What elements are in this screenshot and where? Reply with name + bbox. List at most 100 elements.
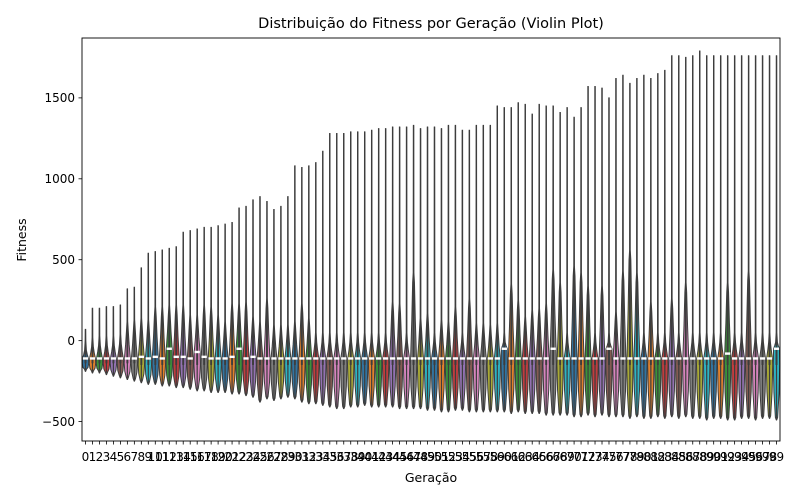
violin-median [285,357,291,360]
violin-median [773,347,780,350]
x-tick-label: 28 [273,450,288,464]
plot-frame [81,37,781,442]
x-tick-label: 88 [692,450,707,464]
violin-iqr-box [440,329,443,365]
x-tick-label: 95 [741,450,756,464]
x-axis-label: Geração [405,470,457,485]
violin-iqr-box [559,292,562,365]
violin-iqr-box [684,292,687,365]
x-tick-label: 72 [580,450,595,464]
x-tick-label: 21 [224,450,239,464]
violin-iqr-box [614,321,617,365]
x-tick-label: 71 [573,450,588,464]
violin-iqr-box [419,327,422,365]
x-tick-label: 99 [769,450,784,464]
violin-median [529,357,535,360]
x-tick-label: 73 [587,450,602,464]
violin-median [159,357,165,360]
x-tick-label: 53 [448,450,463,464]
violin-iqr-box [91,347,94,364]
violin-median [417,357,424,360]
violin-iqr-box [454,316,457,365]
violin-iqr-box [712,342,715,365]
x-tick-label: 45 [392,450,407,464]
x-tick-label: 30 [287,450,302,464]
violin-iqr-box [733,342,736,365]
x-tick-label: 66 [539,450,554,464]
x-tick-label: 62 [511,450,526,464]
x-tick-label: 2 [96,450,104,464]
x-tick-label: 50 [427,450,442,464]
violin-median [96,357,103,360]
violin-iqr-box [503,342,506,365]
violin-iqr-box [175,314,178,365]
violin-iqr-box [279,334,282,365]
x-tick-label: 89 [699,450,714,464]
x-tick-label: 74 [594,450,609,464]
violin-iqr-box [203,314,206,365]
violin-iqr-box [628,259,631,365]
violin-iqr-box [328,342,331,365]
violin-iqr-box [363,342,366,365]
violin-iqr-box [300,313,303,365]
violin-median [704,357,710,360]
violin-iqr-box [670,308,673,365]
violin-iqr-box [747,280,750,365]
violin-iqr-box [580,282,583,365]
violin-iqr-box [517,309,520,365]
violin-median [410,357,417,360]
x-tick-label: 38 [343,450,358,464]
violin-median [355,357,361,360]
x-tick-label: 13 [169,450,184,464]
violin-median [236,347,242,350]
x-tick-label: 70 [566,450,581,464]
violin-iqr-box [398,313,401,365]
violin-iqr-box [224,330,227,365]
y-tick-label: 0 [67,334,75,348]
violin-iqr-box [210,316,213,365]
x-tick-label: 23 [238,450,253,464]
violin-median [334,357,340,360]
y-axis-label: Fitness [14,218,29,261]
violin-iqr-box [482,332,485,365]
violin-iqr-box [126,330,129,364]
x-tick-label: 84 [664,450,679,464]
x-tick-label: 51 [434,450,449,464]
x-tick-label: 3 [103,450,111,464]
violin-iqr-box [649,311,652,365]
violin-iqr-box [587,295,590,365]
violin-median [403,357,410,360]
violin-iqr-box [412,282,415,365]
violin-median [117,357,124,360]
violin-iqr-box [217,324,220,365]
x-tick-label: 46 [399,450,414,464]
violin-median [648,357,654,360]
violin-median [215,357,221,360]
violin-median [173,355,179,359]
violin-iqr-box [635,282,638,365]
x-tick-label: 64 [525,450,540,464]
x-tick-label: 19 [210,450,225,464]
violin-iqr-box [573,275,576,365]
violin-iqr-box [608,342,610,365]
violin-iqr-box [307,327,310,365]
x-tick-label: 29 [280,450,295,464]
violin-median [669,357,675,360]
violin-median [766,357,773,360]
x-tick-label: 98 [762,450,777,464]
x-tick-label: 4 [110,450,118,464]
x-tick-label: 92 [720,450,735,464]
x-tick-label: 78 [622,450,637,464]
violin-median [620,357,626,360]
x-tick-label: 17 [197,450,212,464]
violin-median [473,357,480,360]
x-tick-label: 33 [308,450,323,464]
violin-median [731,357,738,360]
violin-median [662,357,668,360]
violin-median [438,357,445,360]
violin-iqr-box [259,330,261,365]
violin-median [194,350,200,354]
violin-median [634,357,640,360]
violin-iqr-box [677,342,680,365]
x-tick-label: 87 [685,450,700,464]
